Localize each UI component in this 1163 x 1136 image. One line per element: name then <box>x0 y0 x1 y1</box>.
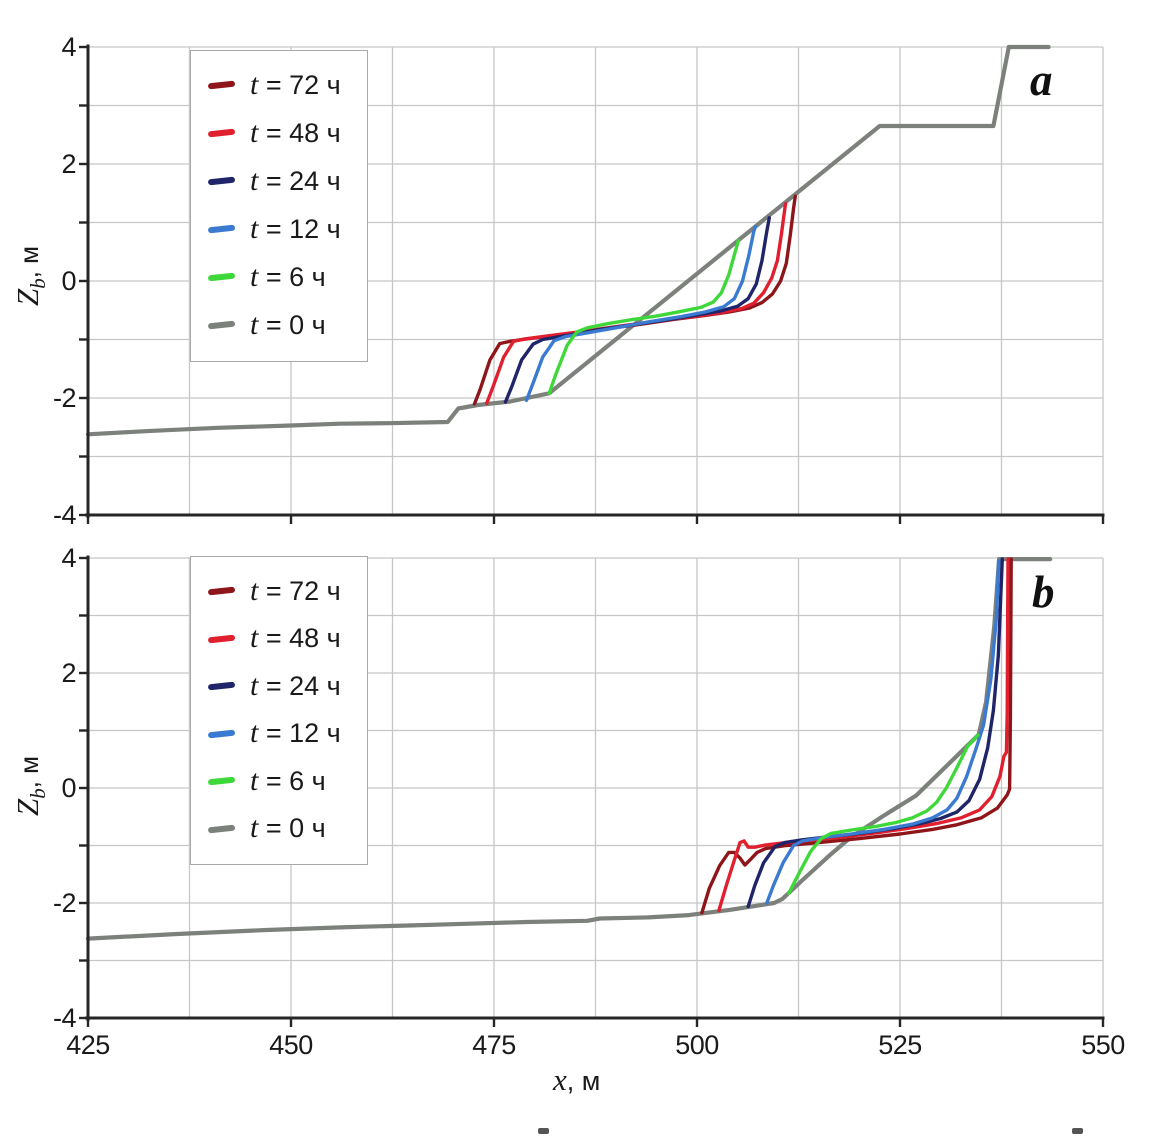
legend-swatch-icon <box>207 176 236 186</box>
x-tick-label: 475 <box>472 1030 516 1060</box>
legend-label-variable: t <box>250 763 259 797</box>
series-line-12h <box>765 559 1001 905</box>
legend-swatch-icon <box>207 586 236 595</box>
legend-swatch-icon <box>207 320 236 330</box>
y-tick-label: -4 <box>52 1003 77 1033</box>
legend-label: t = 6 ч <box>250 260 326 293</box>
legend-entry: t = 48 ч <box>191 615 367 661</box>
legend-label-variable: t <box>250 811 259 845</box>
legend-label-variable: t <box>250 308 259 341</box>
legend-label: t = 72 ч <box>250 573 341 607</box>
y-tick-label: 2 <box>61 658 76 688</box>
x-axis-unit: , м <box>566 1066 601 1096</box>
series-line-0h <box>85 44 1051 437</box>
caption-fragment <box>1072 1128 1083 1134</box>
x-tick-label: 550 <box>1081 1030 1125 1060</box>
panel-label-b: b <box>1032 567 1055 617</box>
legend-label: t = 48 ч <box>250 116 341 149</box>
legend-entry: t = 48 ч <box>191 110 367 156</box>
legend-swatch-icon <box>207 128 236 138</box>
caption-fragment <box>538 1128 549 1134</box>
legend-label-variable: t <box>250 116 259 149</box>
legend-label-variable: t <box>250 212 259 245</box>
legend-label-variable: t <box>250 68 259 101</box>
x-axis-variable: x <box>553 1062 567 1097</box>
legend-label-variable: t <box>250 716 259 750</box>
legend-entry: t = 72 ч <box>191 62 367 108</box>
legend-label-variable: t <box>250 621 259 655</box>
series-line-72h <box>700 557 1013 915</box>
legend-entry: t = 0 ч <box>191 302 367 348</box>
legend-label-variable: t <box>250 260 259 293</box>
y-tick-label: 4 <box>61 32 76 62</box>
legend-swatch-icon <box>207 634 236 643</box>
series-line-6h <box>547 238 741 395</box>
legend-label-variable: t <box>250 573 259 607</box>
y-tick-label: -2 <box>52 383 77 413</box>
legend-label-variable: t <box>250 668 259 702</box>
legend-label: t = 0 ч <box>250 308 326 341</box>
x-tick-label: 450 <box>269 1030 313 1060</box>
y-tick-label: 0 <box>61 773 76 803</box>
panel-label-a: a <box>1030 55 1053 105</box>
legend-label: t = 12 ч <box>250 716 341 750</box>
legend-swatch-icon <box>207 224 236 234</box>
series-line-12h <box>524 224 758 402</box>
legend-entry: t = 12 ч <box>191 206 367 252</box>
legend-entry: t = 0 ч <box>191 805 367 851</box>
legend-entry: t = 24 ч <box>191 663 367 709</box>
legend-swatch-icon <box>207 272 236 282</box>
legend-swatch-icon <box>207 681 236 690</box>
legend-entry: t = 6 ч <box>191 758 367 804</box>
legend-swatch-icon <box>207 776 236 785</box>
y-tick-label: 2 <box>61 149 76 179</box>
legend-label: t = 12 ч <box>250 212 341 245</box>
legend-label-variable: t <box>250 164 259 197</box>
x-tick-label: 500 <box>675 1030 719 1060</box>
legend-entry: t = 12 ч <box>191 710 367 756</box>
legend-swatch-icon <box>207 80 236 90</box>
legend-label: t = 0 ч <box>250 811 326 845</box>
y-tick-label: 0 <box>61 266 76 296</box>
legend-label: t = 24 ч <box>250 164 341 197</box>
series-line-48h <box>717 557 1010 913</box>
legend-label: t = 24 ч <box>250 668 341 702</box>
y-tick-label: -4 <box>52 500 77 530</box>
x-tick-label: 525 <box>878 1030 922 1060</box>
y-tick-label: -2 <box>52 888 77 918</box>
legend-swatch-icon <box>207 824 236 833</box>
x-axis-label: x, м <box>553 1062 600 1098</box>
x-tick-label: 425 <box>66 1030 110 1060</box>
legend-entry: t = 24 ч <box>191 158 367 204</box>
legend-swatch-icon <box>207 729 236 738</box>
legend-entry: t = 6 ч <box>191 254 367 300</box>
legend-label: t = 72 ч <box>250 68 341 101</box>
series-line-6h <box>787 733 980 895</box>
legend-label: t = 48 ч <box>250 621 341 655</box>
legend-label: t = 6 ч <box>250 763 326 797</box>
legend-entry: t = 72 ч <box>191 568 367 614</box>
y-tick-label: 4 <box>61 543 76 573</box>
